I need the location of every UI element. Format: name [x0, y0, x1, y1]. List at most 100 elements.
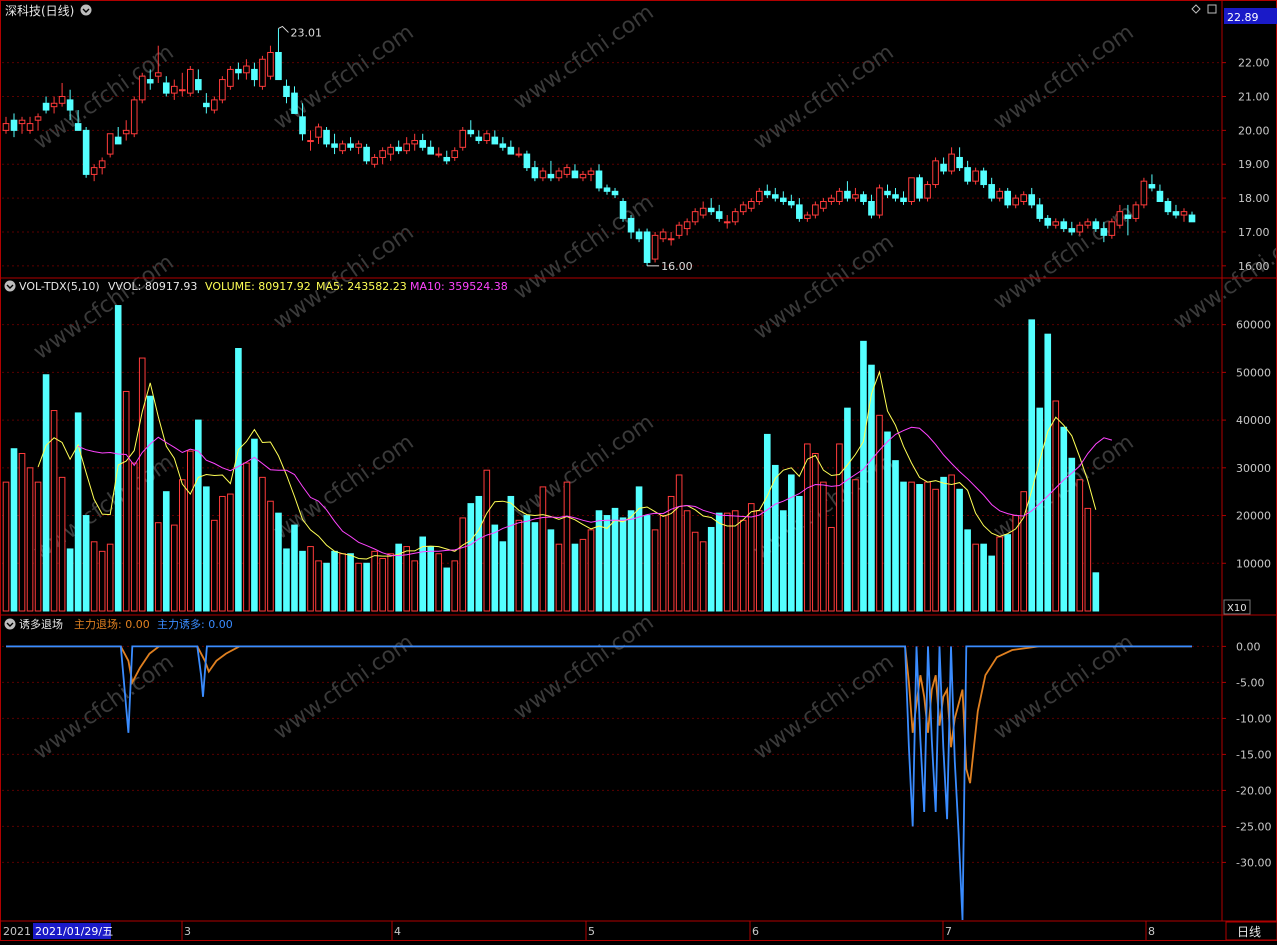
candle-body[interactable] [90, 167, 98, 175]
candle-body[interactable] [1036, 204, 1044, 219]
candle-body[interactable] [924, 184, 931, 199]
candle-body[interactable] [723, 221, 731, 224]
candle-body[interactable] [443, 156, 451, 162]
candle-body[interactable] [483, 133, 491, 142]
candle-body[interactable] [1156, 190, 1164, 202]
candle-body[interactable] [715, 211, 723, 219]
volume-bar[interactable] [1028, 319, 1036, 612]
volume-bar[interactable] [219, 495, 226, 612]
candle-body[interactable] [10, 119, 18, 131]
period-button[interactable]: 日线 [1237, 925, 1261, 939]
candle-body[interactable] [187, 68, 194, 94]
volume-bar[interactable] [755, 510, 763, 612]
volume-bar[interactable] [499, 541, 507, 612]
volume-bar[interactable] [411, 560, 418, 612]
volume-bar[interactable] [243, 462, 250, 612]
candle-body[interactable] [507, 146, 515, 155]
volume-bar[interactable] [924, 481, 931, 612]
volume-bar[interactable] [1092, 572, 1100, 612]
candle-body[interactable] [403, 143, 410, 152]
volume-bar[interactable] [555, 543, 563, 612]
volume-bar[interactable] [796, 495, 803, 612]
volume-bar[interactable] [563, 481, 571, 612]
candle-body[interactable] [964, 167, 971, 182]
volume-bar[interactable] [547, 529, 555, 612]
volume-bar[interactable] [627, 510, 635, 612]
volume-bar[interactable] [900, 481, 907, 612]
candle-body[interactable] [972, 170, 979, 182]
volume-bar[interactable] [227, 493, 234, 612]
volume-bar[interactable] [1060, 426, 1068, 612]
volume-bar[interactable] [443, 567, 451, 612]
volume-bar[interactable] [788, 474, 795, 612]
candle-body[interactable] [1140, 180, 1148, 206]
candle-body[interactable] [74, 123, 82, 131]
candle-body[interactable] [387, 146, 394, 155]
candle-body[interactable] [154, 72, 162, 77]
candle-body[interactable] [411, 140, 418, 145]
volume-bar[interactable] [731, 510, 739, 612]
volume-bar[interactable] [331, 550, 338, 612]
candle-body[interactable] [2, 123, 10, 131]
candle-body[interactable] [419, 140, 427, 148]
candle-body[interactable] [996, 190, 1003, 199]
volume-bar[interactable] [587, 529, 595, 612]
volume-bar[interactable] [595, 510, 603, 612]
candle-body[interactable] [868, 200, 875, 216]
candle-body[interactable] [1020, 194, 1028, 202]
candle-body[interactable] [491, 136, 499, 145]
candle-body[interactable] [267, 51, 274, 77]
candle-body[interactable] [283, 85, 290, 98]
candle-body[interactable] [852, 194, 859, 199]
volume-bar[interactable] [916, 484, 923, 612]
volume-bar[interactable] [699, 541, 707, 612]
candle-body[interactable] [659, 231, 667, 240]
candle-body[interactable] [956, 156, 963, 169]
candle-body[interactable] [162, 82, 170, 94]
candle-body[interactable] [619, 200, 627, 219]
volume-bar[interactable] [1068, 457, 1076, 612]
candle-body[interactable] [219, 79, 226, 101]
volume-bar[interactable] [427, 546, 435, 612]
candle-body[interactable] [1188, 214, 1196, 223]
candle-body[interactable] [235, 68, 242, 74]
volume-bar[interactable] [162, 491, 170, 612]
candle-body[interactable] [18, 119, 26, 125]
volume-bar[interactable] [1004, 534, 1011, 612]
candle-body[interactable] [203, 102, 210, 108]
volume-bar[interactable] [259, 476, 266, 612]
candle-body[interactable] [371, 156, 378, 165]
volume-bar[interactable] [747, 503, 755, 612]
candle-body[interactable] [988, 184, 995, 199]
volume-bar[interactable] [523, 515, 531, 612]
candle-body[interactable] [828, 197, 835, 202]
candle-body[interactable] [146, 79, 154, 84]
volume-bar[interactable] [667, 495, 675, 612]
volume-bar[interactable] [932, 488, 939, 612]
volume-bar[interactable] [860, 340, 867, 612]
candle-body[interactable] [251, 68, 258, 81]
candle-body[interactable] [122, 129, 130, 135]
candle-body[interactable] [547, 173, 555, 179]
candle-body[interactable] [355, 143, 362, 148]
volume-bar[interactable] [739, 519, 747, 612]
candle-body[interactable] [1148, 184, 1156, 189]
volume-bar[interactable] [651, 529, 659, 612]
volume-bar[interactable] [146, 395, 154, 612]
candle-body[interactable] [940, 163, 947, 172]
volume-bar[interactable] [579, 538, 587, 612]
candle-body[interactable] [1084, 221, 1092, 226]
candle-body[interactable] [571, 170, 579, 179]
candle-body[interactable] [307, 140, 314, 143]
candle-body[interactable] [170, 85, 178, 94]
volume-bar[interactable] [611, 507, 619, 612]
candle-body[interactable] [42, 102, 50, 111]
volume-bar[interactable] [114, 305, 122, 612]
volume-bar[interactable] [307, 546, 314, 612]
volume-bar[interactable] [940, 476, 947, 612]
volume-bar[interactable] [459, 517, 467, 612]
candle-body[interactable] [66, 99, 74, 111]
candle-body[interactable] [339, 143, 346, 152]
candle-body[interactable] [138, 75, 146, 101]
volume-bar[interactable] [675, 474, 683, 612]
